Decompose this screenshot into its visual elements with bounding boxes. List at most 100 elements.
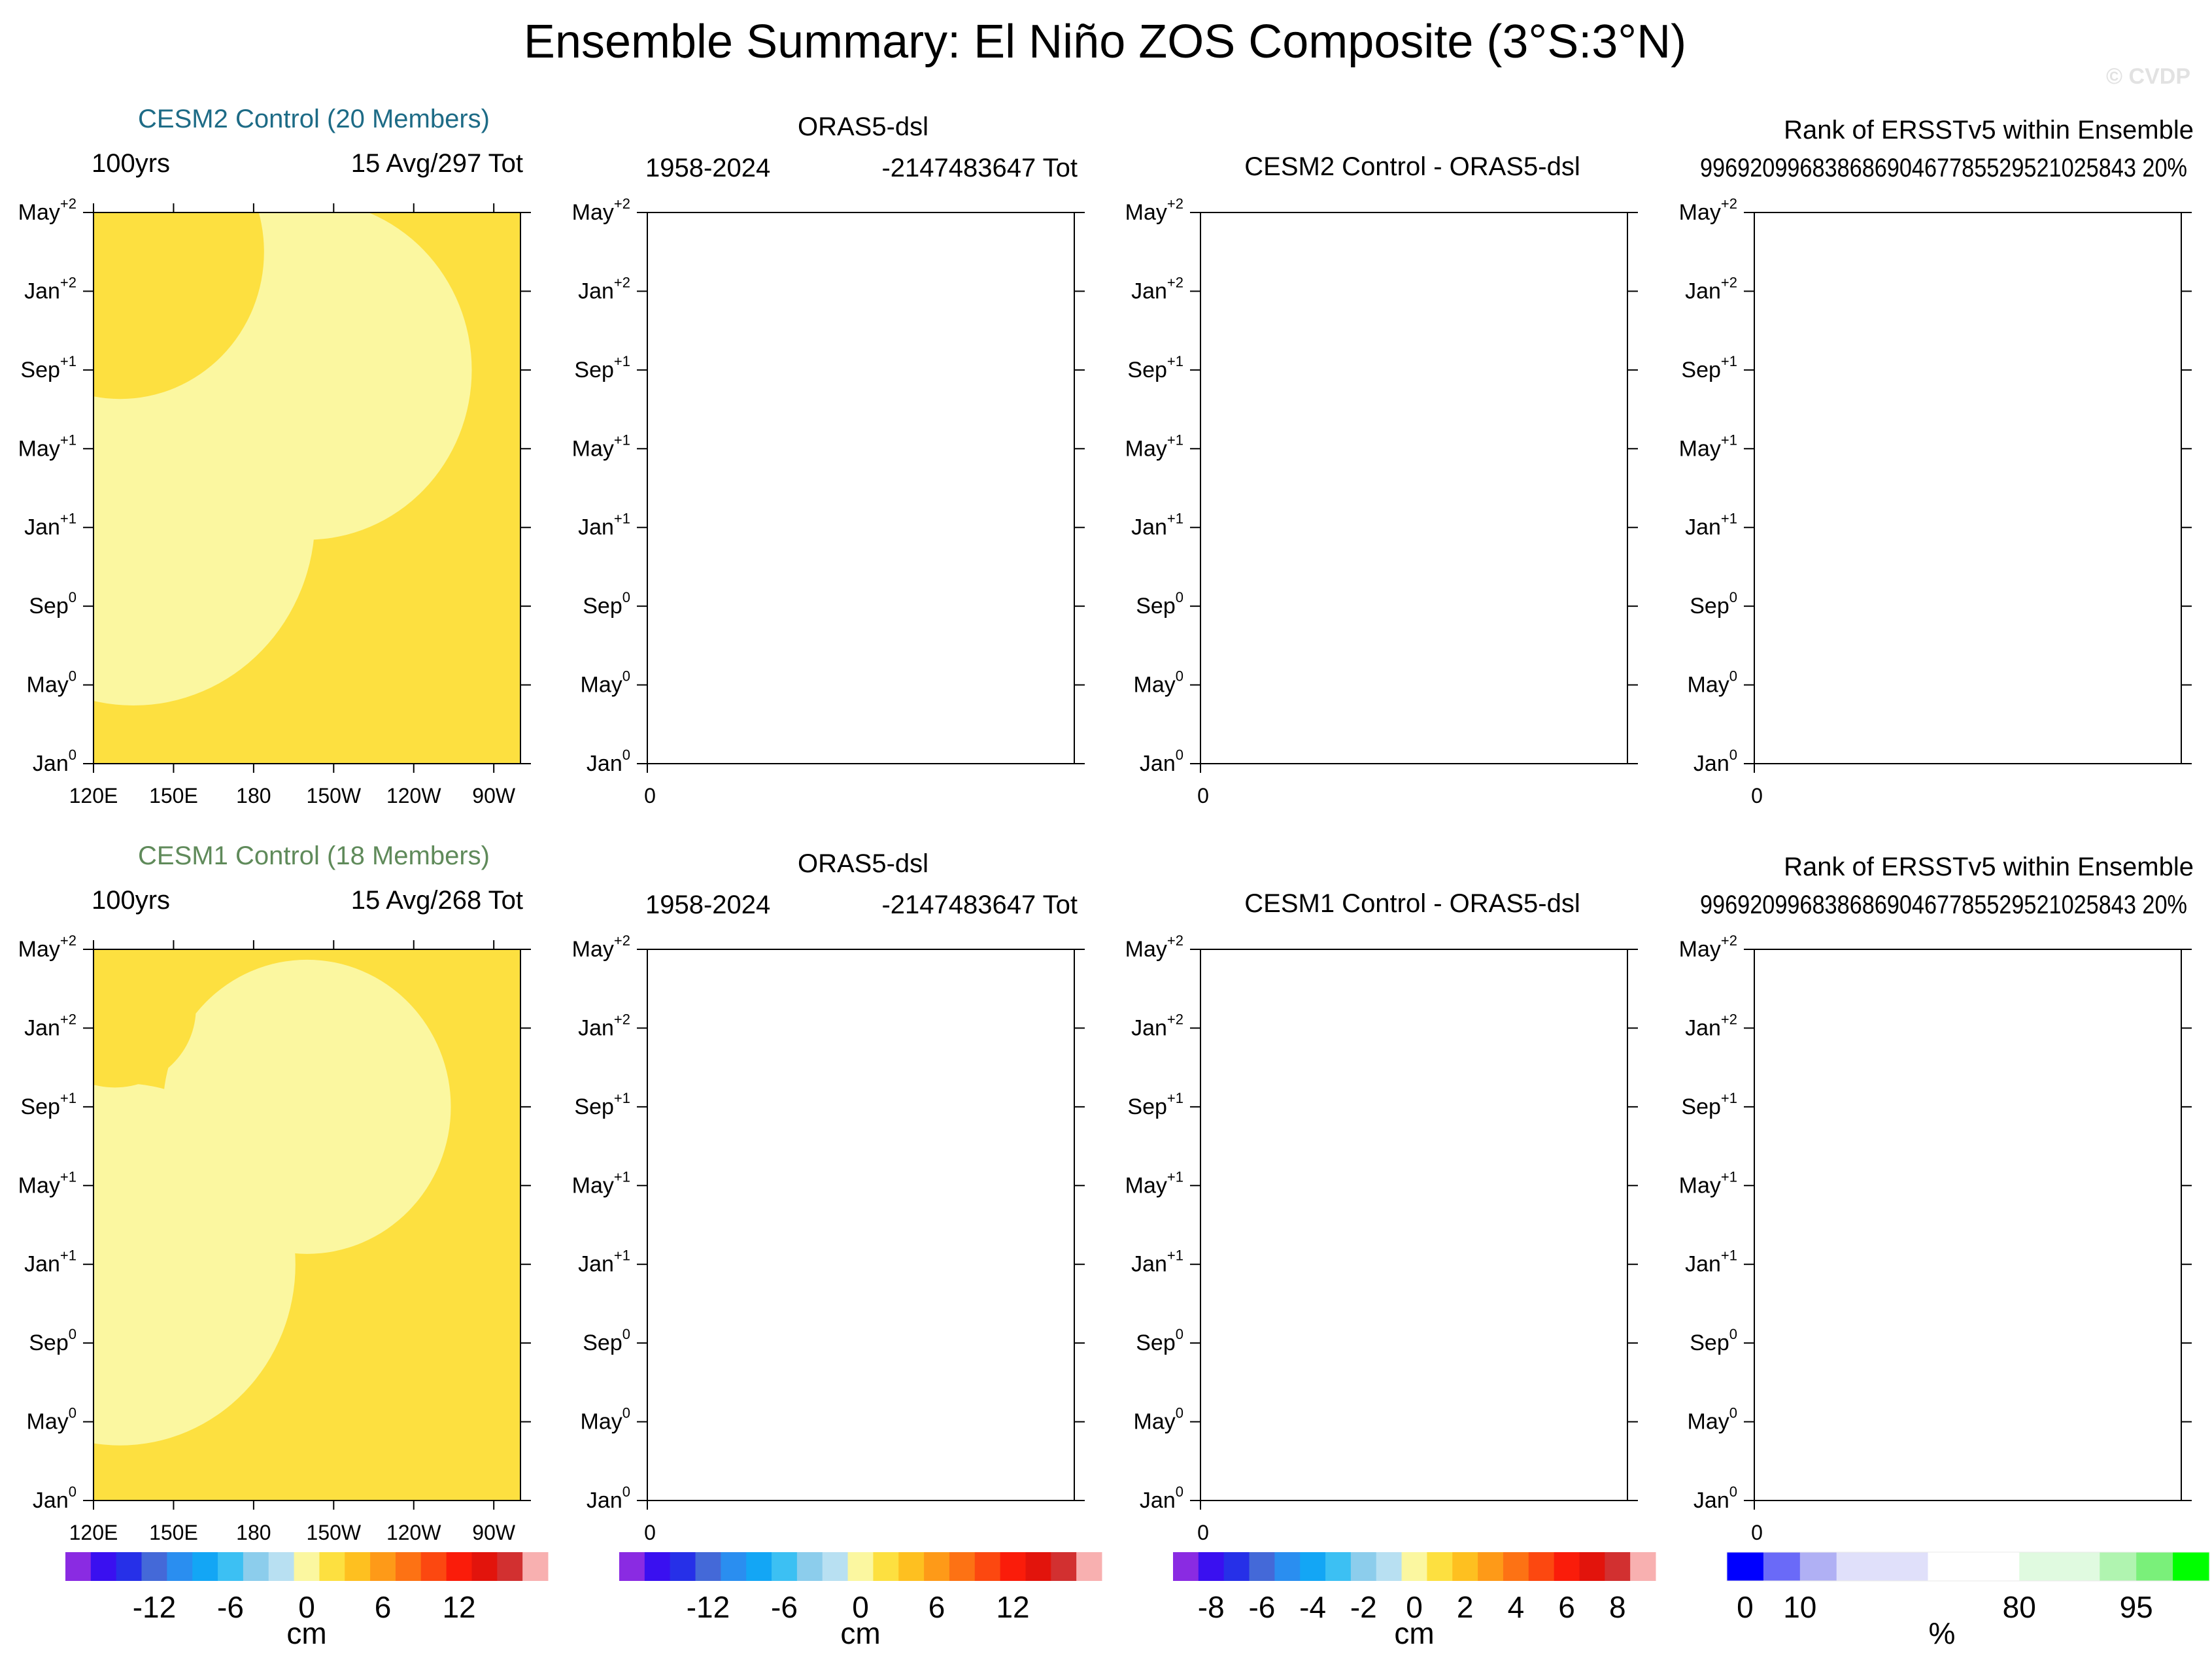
y-tick-label: Jan+1 <box>578 1247 630 1277</box>
colorbar-swatch <box>1928 1552 2020 1581</box>
colorbar-swatch <box>644 1552 671 1581</box>
diff-panel: May+2 Jan+2 Sep+1 May+1 Jan+1 Sep0 May0 Jan0 0 CE… <box>1125 152 1638 807</box>
y-tick-label: Sep+1 <box>574 1090 630 1119</box>
colorbar-tick-label: 6 <box>928 1590 945 1624</box>
y-tick-label: May+1 <box>18 1168 77 1198</box>
colorbar-swatch <box>1376 1552 1403 1581</box>
y-tick-label: Jan+1 <box>1685 511 1737 540</box>
y-tick-label: Jan0 <box>1140 747 1183 776</box>
colorbar-swatch <box>721 1552 747 1581</box>
colorbar-swatch <box>1630 1552 1656 1581</box>
model-years: 100yrs <box>92 149 170 178</box>
diff-panel: May+2 Jan+2 Sep+1 May+1 Jan+1 Sep0 May0 Jan0 0 CE… <box>1125 889 1638 1544</box>
model-count: 15 Avg/297 Tot <box>351 149 523 178</box>
colorbar-swatch <box>420 1552 447 1581</box>
colorbar-swatch <box>1727 1552 1764 1581</box>
colorbar-tick-label: -2 <box>1350 1590 1377 1624</box>
colorbar-unit: % <box>1929 1616 1956 1650</box>
colorbar-swatch <box>319 1552 345 1581</box>
colorbar-swatch <box>1799 1552 1837 1581</box>
x-tick-label: 180 <box>236 784 271 807</box>
colorbar-swatch <box>1223 1552 1250 1581</box>
colorbar-tick-label: -8 <box>1198 1590 1225 1624</box>
colorbar-swatch <box>1076 1552 1102 1581</box>
model-panel: May+2 Jan+2 Sep+1 May+1 Jan+1 Sep0 May0 Jan0 120… <box>18 105 531 807</box>
colorbar-swatch <box>822 1552 849 1581</box>
x-tick-label: 180 <box>236 1521 271 1544</box>
colorbar-swatch <box>2173 1552 2210 1581</box>
y-tick-label: Sep0 <box>583 1326 630 1355</box>
model-years: 100yrs <box>92 886 170 915</box>
colorbar-tick-label: 12 <box>996 1590 1029 1624</box>
y-tick-label: May+2 <box>1125 195 1183 225</box>
y-tick-label: May+2 <box>1679 195 1737 225</box>
x-tick-label: 120E <box>69 784 118 807</box>
obs-title: ORAS5-dsl <box>798 849 928 878</box>
colorbar-swatch <box>1051 1552 1077 1581</box>
colorbar-tick-label: 6 <box>375 1590 392 1624</box>
y-tick-label: Sep+1 <box>20 353 77 382</box>
y-tick-label: Jan+1 <box>1131 511 1183 540</box>
y-tick-label: Sep0 <box>29 589 77 619</box>
y-tick-label: May0 <box>581 1404 630 1434</box>
y-tick-label: May+1 <box>1679 432 1737 461</box>
colorbar-swatch <box>141 1552 167 1581</box>
colorbar-swatch <box>1249 1552 1275 1581</box>
plot-frame <box>647 949 1075 1501</box>
y-tick-label: Jan+1 <box>1685 1247 1737 1277</box>
colorbar-swatch <box>243 1552 269 1581</box>
colorbar-swatch <box>695 1552 721 1581</box>
x-tick-label: 120E <box>69 1521 118 1544</box>
colorbar-model: -12 -6 0 6 12 cm <box>65 1552 549 1650</box>
y-tick-label: Sep0 <box>29 1326 77 1355</box>
colorbar-swatch <box>167 1552 193 1581</box>
y-tick-label: Jan0 <box>1693 747 1737 776</box>
y-tick-label: May0 <box>1688 668 1737 697</box>
y-tick-label: May+2 <box>1679 932 1737 962</box>
colorbar-unit: cm <box>1394 1616 1434 1650</box>
colorbar-swatch <box>1503 1552 1529 1581</box>
plot-frame <box>93 212 521 764</box>
model-panel: May+2 Jan+2 Sep+1 May+1 Jan+1 Sep0 May0 Jan0 120… <box>18 841 531 1544</box>
y-tick-label: Jan+2 <box>578 274 630 303</box>
y-tick-label: Sep+1 <box>1681 1090 1737 1119</box>
y-tick-label: Jan0 <box>33 747 77 776</box>
x-tick-label: 0 <box>644 1521 656 1544</box>
y-tick-label: Jan+1 <box>24 1247 77 1277</box>
heatmap-field <box>94 212 520 764</box>
obs-panel: May+2 Jan+2 Sep+1 May+1 Jan+1 Sep0 May0 Jan0 0 OR… <box>572 849 1085 1544</box>
colorbar-swatch <box>345 1552 371 1581</box>
y-tick-label: May0 <box>1688 1404 1737 1434</box>
y-tick-label: Jan0 <box>587 1484 630 1513</box>
plot-frame <box>1200 949 1628 1501</box>
colorbar-swatch <box>522 1552 549 1581</box>
plot-frame <box>93 949 521 1501</box>
colorbar-unit: cm <box>840 1616 880 1650</box>
y-tick-label: May+2 <box>18 932 77 962</box>
y-tick-label: May0 <box>27 1404 77 1434</box>
colorbar-tick-label: -6 <box>217 1590 244 1624</box>
y-tick-label: Jan0 <box>587 747 630 776</box>
y-tick-label: Jan+2 <box>1685 1011 1737 1040</box>
y-tick-label: Sep0 <box>1690 1326 1737 1355</box>
model-title: CESM1 Control (18 Members) <box>138 841 490 870</box>
plot-frame <box>1200 212 1628 764</box>
obs-years: 1958-2024 <box>645 890 770 919</box>
colorbar-tick-label: 95 <box>2120 1590 2153 1624</box>
colorbar-swatch <box>1763 1552 1801 1581</box>
y-tick-label: Sep0 <box>1690 589 1737 619</box>
y-tick-label: May+1 <box>1125 1168 1183 1198</box>
colorbar-tick-label: 0 <box>1406 1590 1423 1624</box>
colorbar-unit: cm <box>286 1616 326 1650</box>
watermark: © CVDP <box>2106 64 2190 89</box>
colorbar-swatch <box>619 1552 645 1581</box>
colorbar-tick-label: -12 <box>687 1590 730 1624</box>
y-tick-label: May0 <box>1134 1404 1183 1434</box>
colorbar-swatch <box>90 1552 117 1581</box>
colorbar-tick-label: -6 <box>1248 1590 1275 1624</box>
colorbar-swatch <box>395 1552 422 1581</box>
x-tick-label: 90W <box>472 784 516 807</box>
y-tick-label: May+2 <box>572 195 630 225</box>
colorbar-swatch <box>1025 1552 1051 1581</box>
